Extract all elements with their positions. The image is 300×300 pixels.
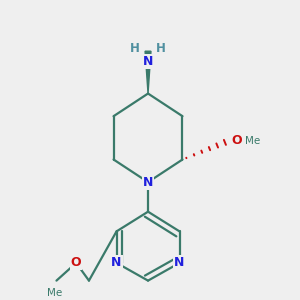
- Polygon shape: [145, 51, 151, 94]
- Text: O: O: [71, 256, 82, 269]
- Text: N: N: [143, 176, 153, 189]
- Text: Me: Me: [244, 136, 260, 146]
- Text: H: H: [156, 42, 166, 55]
- Text: N: N: [143, 55, 153, 68]
- Text: N: N: [111, 256, 122, 269]
- Text: N: N: [174, 256, 185, 269]
- Text: H: H: [130, 42, 140, 55]
- Text: Me: Me: [47, 289, 62, 298]
- Text: O: O: [232, 134, 242, 147]
